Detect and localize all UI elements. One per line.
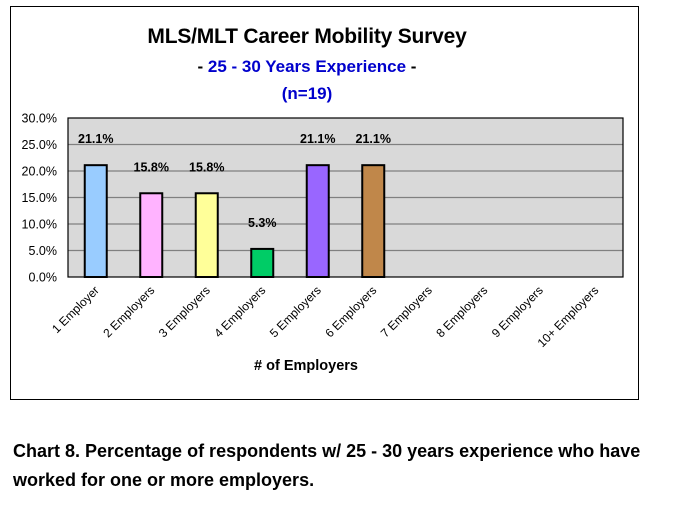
subtitle-dash-right: - — [406, 57, 417, 76]
data-label: 21.1% — [300, 132, 335, 146]
data-label: 15.8% — [189, 160, 224, 174]
bar — [139, 192, 164, 278]
subtitle-dash-left: - — [197, 57, 208, 76]
bar — [250, 247, 275, 279]
chart-subtitle: - 25 - 30 Years Experience - — [10, 57, 604, 77]
y-tick-label: 15.0% — [22, 191, 57, 205]
bar — [305, 164, 330, 278]
x-tick-label: 3 Employers — [156, 283, 213, 340]
x-tick-label: 4 Employers — [211, 283, 268, 340]
x-tick-label: 2 Employers — [100, 283, 157, 340]
bar — [361, 164, 386, 278]
sample-size-label: (n=19) — [281, 84, 333, 103]
bars — [83, 164, 386, 279]
data-label: 15.8% — [134, 160, 169, 174]
x-tick-label: 6 Employers — [322, 283, 379, 340]
y-tick-label: 5.0% — [29, 244, 58, 258]
data-label: 21.1% — [356, 132, 391, 146]
plot-border — [67, 117, 624, 278]
bar-chart: 0.0% 5.0% 10.0% 15.0% 20.0% 25.0% 30.0% 21.1% 1… — [22, 112, 624, 374]
data-label: 5.3% — [248, 216, 277, 230]
y-tick-label: 10.0% — [22, 218, 57, 232]
subtitle-text: 25 - 30 Years Experience — [207, 57, 407, 76]
data-label: 21.1% — [78, 132, 113, 146]
data-labels: 21.1% 15.8% 15.8% 5.3% 21.1% 21.1% — [78, 132, 391, 230]
figure-caption: Chart 8. Percentage of respondents w/ 25… — [13, 441, 641, 490]
bar — [83, 164, 108, 278]
x-tick-label: 8 Employers — [433, 283, 490, 340]
y-axis-ticks: 0.0% 5.0% 10.0% 15.0% 20.0% 25.0% 30.0% — [22, 112, 57, 285]
y-tick-label: 20.0% — [22, 165, 57, 179]
bar — [194, 192, 219, 278]
y-tick-label: 30.0% — [22, 112, 57, 126]
y-tick-label: 25.0% — [22, 138, 57, 152]
x-tick-label: 9 Employers — [489, 283, 546, 340]
chart-title: MLS/MLT Career Mobility Survey — [147, 25, 467, 48]
y-tick-label: 0.0% — [29, 271, 58, 285]
x-tick-label: 5 Employers — [267, 283, 324, 340]
x-axis-title: # of Employers — [254, 358, 358, 374]
x-tick-label: 7 Employers — [378, 283, 435, 340]
x-tick-label: 1 Employer — [49, 283, 102, 336]
